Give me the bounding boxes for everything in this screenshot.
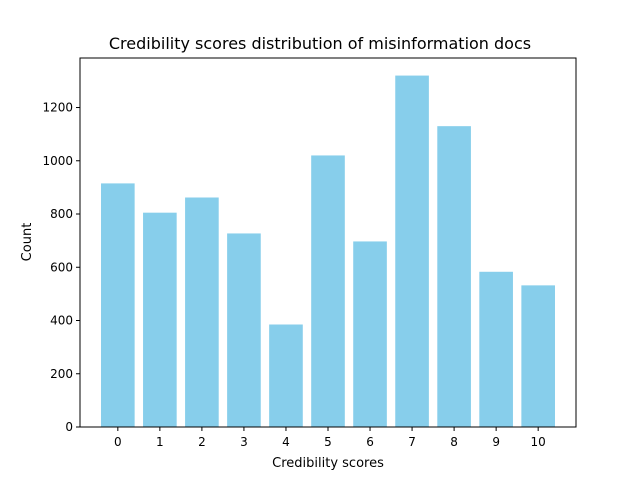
bar-3: [227, 233, 261, 427]
bar-7: [395, 75, 429, 428]
bar-4: [269, 324, 303, 427]
y-axis-label: Count: [20, 223, 35, 262]
y-tick-label: 0: [65, 420, 73, 434]
x-tick-label: 4: [282, 435, 290, 449]
x-tick-label: 5: [324, 435, 332, 449]
x-tick-label: 2: [198, 435, 206, 449]
x-tick-label: 3: [240, 435, 248, 449]
bar-0: [101, 183, 135, 427]
y-axis-ticks: 0 200 400 600 800 1000 1200: [42, 101, 80, 434]
bar-2: [185, 197, 219, 427]
y-tick-label: 1200: [42, 101, 73, 115]
bar-10: [521, 285, 555, 427]
x-tick-label: 9: [492, 435, 500, 449]
x-axis-label: Credibility scores: [272, 456, 384, 471]
x-tick-label: 1: [156, 435, 164, 449]
y-tick-label: 1000: [42, 154, 73, 168]
chart-title: Credibility scores distribution of misin…: [109, 34, 531, 53]
bar-9: [479, 271, 513, 427]
bars-group: [101, 75, 555, 428]
bar-5: [311, 155, 345, 427]
y-tick-label: 200: [50, 367, 73, 381]
bar-1: [143, 212, 177, 427]
x-tick-label: 7: [408, 435, 416, 449]
bar-8: [437, 126, 471, 427]
x-tick-label: 0: [114, 435, 122, 449]
x-tick-label: 6: [366, 435, 374, 449]
x-tick-label: 10: [531, 435, 546, 449]
x-tick-label: 8: [450, 435, 458, 449]
bar-6: [353, 241, 387, 427]
y-tick-label: 400: [50, 314, 73, 328]
x-axis-ticks: 0 1 2 3 4 5 6 7 8 9 10: [114, 427, 546, 449]
y-tick-label: 800: [50, 207, 73, 221]
y-tick-label: 600: [50, 260, 73, 274]
